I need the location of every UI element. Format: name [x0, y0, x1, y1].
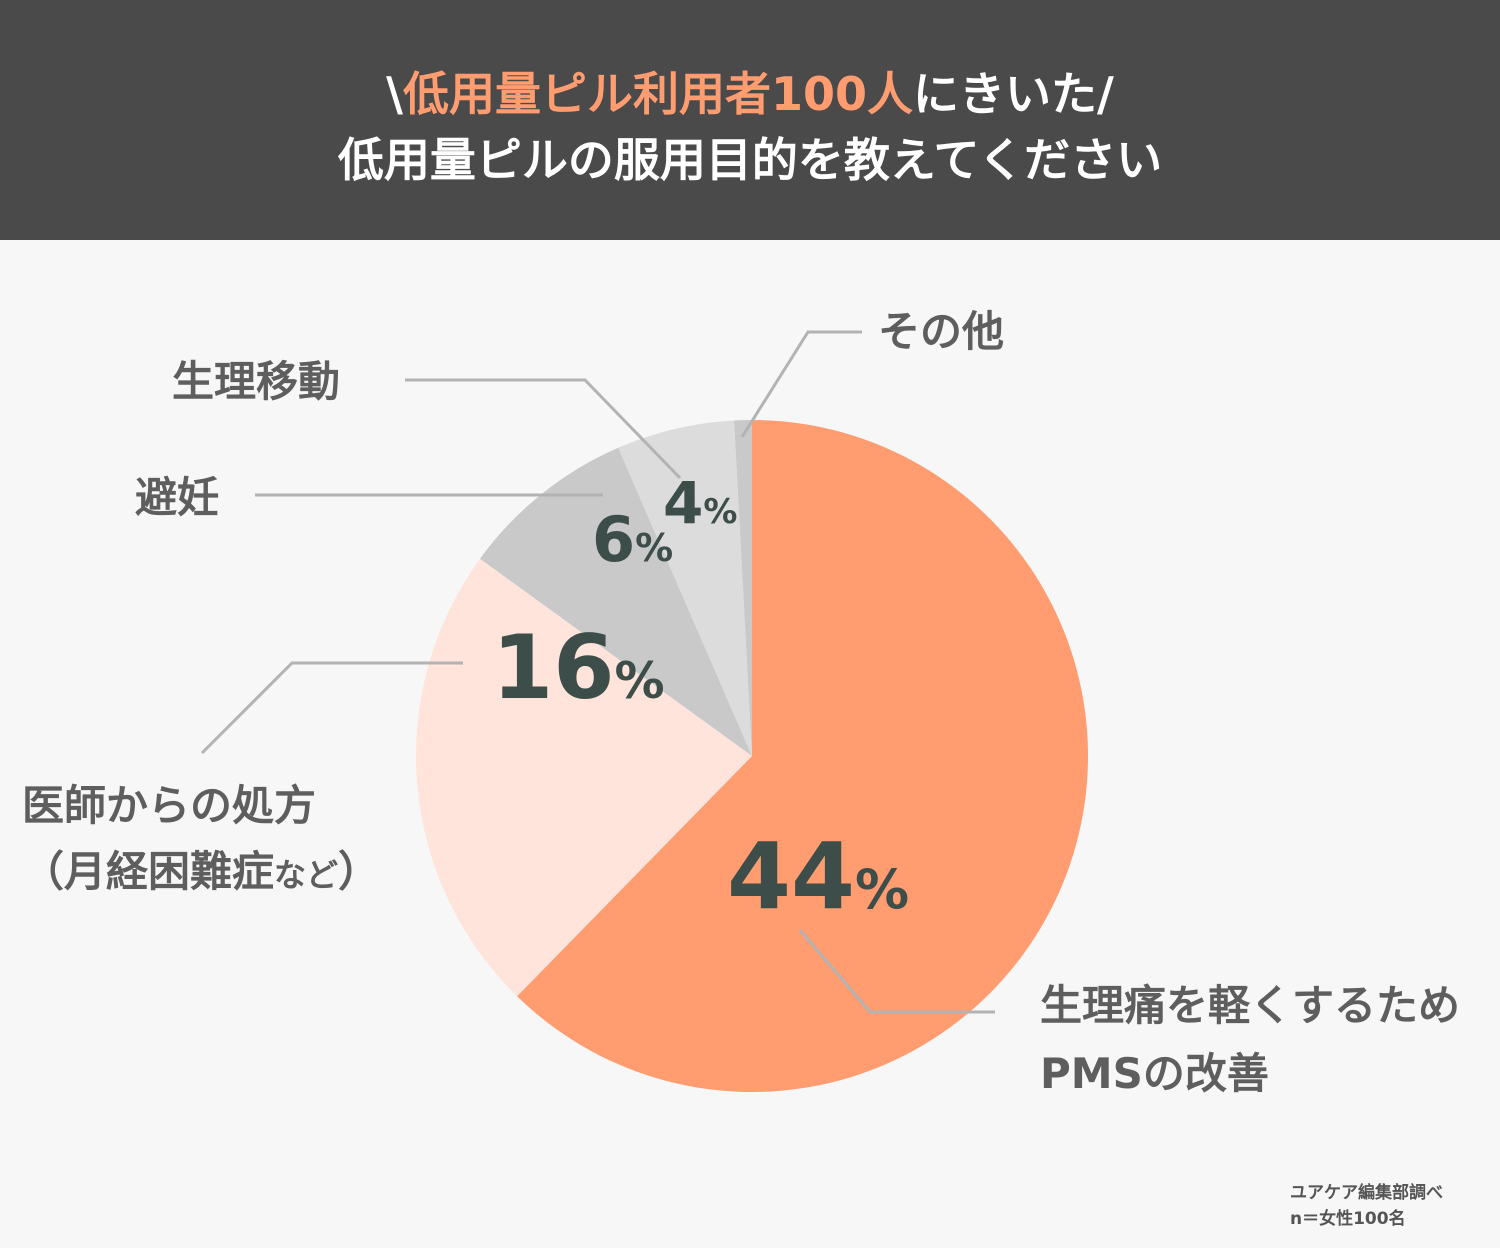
label-pms: 生理痛を軽くするため PMSの改善 — [1040, 980, 1460, 1100]
pct-label-contraception: 6% — [592, 503, 673, 576]
pct-value-period: 4 — [663, 469, 703, 537]
source-line-1: ユアケア編集部調べ — [1290, 1183, 1443, 1203]
leader-line-other — [740, 330, 862, 438]
leader-line-pms — [798, 929, 995, 1014]
pie-slice-prescription — [416, 558, 752, 997]
pct-value-contraception: 6 — [592, 503, 635, 576]
title-accent: 低用量ピル利用者100人 — [402, 67, 914, 121]
title-backslash: \ — [386, 67, 403, 121]
label-contraception: 避妊 — [135, 473, 220, 522]
pie-slice-contraception — [479, 447, 752, 756]
title-line-2: 低用量ピルの服用目的を教えてください — [337, 133, 1163, 187]
pie-slice-other — [734, 420, 752, 756]
pct-sign-prescription: % — [614, 652, 664, 710]
title-suffix: にきいた/ — [913, 67, 1114, 121]
pie-slice-period — [618, 420, 752, 756]
pct-label-pms: 44% — [727, 823, 909, 930]
label-prescription: 医師からの処方 （月経困難症など） — [22, 780, 380, 901]
pct-sign-pms: % — [855, 858, 909, 921]
source-note: ユアケア編集部調べ n＝女性100名 — [1290, 1180, 1443, 1232]
title-line-1: \低用量ピル利用者100人にきいた/ — [0, 66, 1500, 122]
source-line-2: n＝女性100名 — [1290, 1209, 1406, 1229]
pct-label-prescription: 16% — [492, 616, 665, 719]
pct-value-pms: 44 — [727, 823, 855, 930]
leader-line-prescription — [200, 661, 463, 755]
percent-labels: 44% 16% 6% 4% — [492, 469, 909, 930]
label-prescription-main: （月経困難症 — [22, 847, 275, 896]
label-pms-line2: PMSの改善 — [1040, 1049, 1269, 1098]
pie-slices — [416, 420, 1089, 1093]
pct-value-prescription: 16 — [492, 616, 614, 719]
pct-sign-contraception: % — [635, 526, 673, 570]
label-prescription-small: など — [274, 856, 339, 894]
pct-sign-period: % — [703, 492, 737, 532]
header-banner: \低用量ピル利用者100人にきいた/ 低用量ピルの服用目的を教えてください — [0, 0, 1500, 240]
label-period-shift: 生理移動 — [172, 357, 341, 406]
pie-slice-pms — [517, 420, 1089, 1093]
label-prescription-close: ） — [338, 847, 381, 896]
label-prescription-line1: 医師からの処方 — [22, 781, 317, 830]
pct-label-period: 4% — [663, 469, 737, 537]
label-other: その他 — [878, 307, 1005, 356]
leader-line-period — [405, 378, 682, 480]
label-pms-line1: 生理痛を軽くするため — [1040, 981, 1461, 1030]
leader-lines — [200, 330, 995, 1014]
label-prescription-line2: （月経困難症など） — [22, 846, 380, 901]
